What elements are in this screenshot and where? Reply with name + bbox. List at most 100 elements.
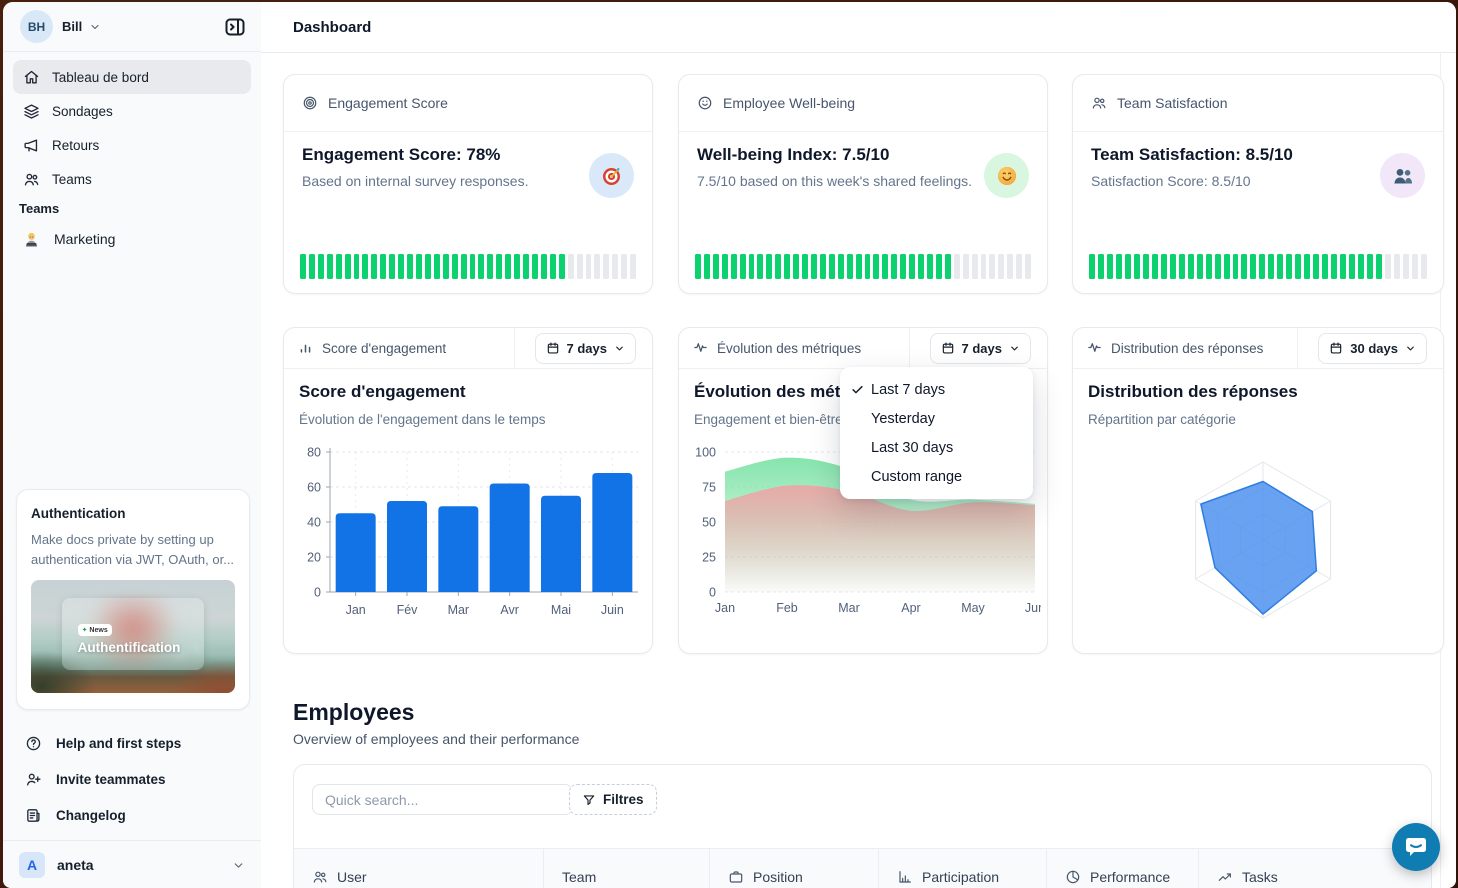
filters-button[interactable]: Filtres <box>569 784 657 815</box>
sidebar-item-label: Help and first steps <box>56 735 182 751</box>
progress-segment <box>558 254 565 279</box>
column-header-user[interactable]: User <box>294 849 544 888</box>
sidebar-item-teams[interactable]: Teams <box>13 162 251 196</box>
user-avatar[interactable]: BH <box>20 10 53 43</box>
chart-title: Score d'engagement <box>299 382 466 401</box>
progress-bar <box>1089 254 1427 279</box>
svg-text:Juin: Juin <box>601 603 624 617</box>
progress-segment <box>775 254 782 279</box>
progress-segment <box>828 254 835 279</box>
workspace-name: aneta <box>57 857 94 873</box>
menu-item-yesterday[interactable]: Yesterday <box>871 410 935 427</box>
progress-segment <box>487 254 494 279</box>
column-header-tasks[interactable]: Tasks <box>1199 849 1431 888</box>
progress-segment <box>469 254 476 279</box>
progress-segment <box>1106 254 1113 279</box>
stat-card-satisfaction: Team Satisfaction Team Satisfaction: 8.5… <box>1072 74 1444 294</box>
sidebar-item-sondages[interactable]: Sondages <box>13 94 251 128</box>
chevron-down-icon <box>614 343 625 354</box>
employees-table-card: Filtres User Team Position Participation <box>293 764 1432 888</box>
header-divider <box>908 328 910 368</box>
progress-segment <box>407 254 413 279</box>
progress-segment <box>621 254 628 279</box>
svg-text:Jan: Jan <box>346 603 366 617</box>
progress-segment <box>971 254 978 279</box>
stat-value: Engagement Score: 78% <box>302 145 501 164</box>
progress-segment <box>308 254 315 279</box>
progress-segment <box>819 254 826 279</box>
sidebar-item-changelog[interactable]: Changelog <box>13 798 251 832</box>
sidebar-item-help[interactable]: Help and first steps <box>13 726 251 760</box>
progress-segment <box>1313 254 1320 279</box>
menu-item-last-30-days[interactable]: Last 30 days <box>871 439 954 456</box>
svg-text:Avr: Avr <box>500 603 519 617</box>
progress-segment <box>442 254 449 279</box>
progress-segment <box>1124 254 1131 279</box>
progress-segment <box>1250 254 1257 279</box>
chart-card-header-label: Distribution des réponses <box>1111 340 1264 356</box>
progress-segment <box>1376 254 1382 279</box>
progress-segment <box>748 254 755 279</box>
range-selector-button[interactable]: 7 days <box>929 332 1031 364</box>
activity-icon <box>693 340 709 356</box>
progress-segment <box>612 254 619 279</box>
promo-card-authentication[interactable]: Authentication Make docs private by sett… <box>16 489 250 710</box>
progress-segment <box>802 254 808 279</box>
sidebar-item-invite[interactable]: Invite teammates <box>13 762 251 796</box>
sidebar-item-retours[interactable]: Retours <box>13 128 251 162</box>
progress-segment <box>730 254 737 279</box>
progress-segment <box>1384 254 1391 279</box>
progress-segment <box>998 254 1005 279</box>
sidebar-item-tableau-de-bord[interactable]: Tableau de bord <box>13 60 251 94</box>
progress-segment <box>703 254 710 279</box>
stat-card-engagement: Engagement Score Engagement Score: 78% B… <box>283 74 653 294</box>
user-name[interactable]: Bill <box>62 19 83 34</box>
progress-segment <box>1178 254 1185 279</box>
svg-text:0: 0 <box>314 586 321 600</box>
changelog-icon <box>25 807 42 824</box>
menu-item-custom-range[interactable]: Custom range <box>871 468 963 485</box>
column-header-position[interactable]: Position <box>710 849 879 888</box>
stat-card-header-label: Team Satisfaction <box>1117 95 1228 111</box>
sidebar-item-marketing[interactable]: Marketing <box>13 223 251 255</box>
progress-segment <box>1349 254 1356 279</box>
progress-segment <box>784 254 791 279</box>
progress-segment <box>1232 254 1239 279</box>
megaphone-icon <box>23 137 40 154</box>
column-header-participation[interactable]: Participation <box>879 849 1047 888</box>
date-range-dropdown-menu: Last 7 days Yesterday Last 30 days Custo… <box>840 367 1033 499</box>
progress-segment <box>1259 254 1266 279</box>
collapse-sidebar-icon[interactable] <box>223 15 247 39</box>
chart-card-header-label: Évolution des métriques <box>717 340 862 356</box>
progress-segment <box>926 254 933 279</box>
progress-segment <box>451 254 458 279</box>
sidebar-item-label: Invite teammates <box>56 771 166 787</box>
menu-item-last-7-days[interactable]: Last 7 days <box>840 375 1033 404</box>
chat-launcher-button[interactable] <box>1392 823 1440 871</box>
column-header-performance[interactable]: Performance <box>1047 849 1199 888</box>
chart-subtitle: Évolution de l'engagement dans le temps <box>299 412 546 427</box>
progress-segment <box>846 254 853 279</box>
progress-segment <box>1142 254 1149 279</box>
chevron-down-icon[interactable] <box>89 21 101 33</box>
progress-segment <box>549 254 556 279</box>
smiling-face-emoji <box>984 153 1029 198</box>
progress-segment <box>1007 254 1014 279</box>
busts-emoji <box>1380 153 1425 198</box>
stat-value: Team Satisfaction: 8.5/10 <box>1091 145 1293 164</box>
progress-segment <box>531 254 538 279</box>
calendar-icon <box>546 341 560 355</box>
range-selector-button[interactable]: 7 days <box>534 332 636 364</box>
calendar-icon <box>941 341 955 355</box>
progress-segment <box>603 254 610 279</box>
chart-card-header-label: Score d'engagement <box>322 340 447 356</box>
layers-icon <box>23 103 40 120</box>
progress-segment <box>864 254 871 279</box>
sidebar: BH Bill Tableau de bord Sondages Retours <box>3 2 262 888</box>
progress-segment <box>1115 254 1122 279</box>
range-selector-button[interactable]: 30 days <box>1318 332 1427 364</box>
svg-text:Fév: Fév <box>397 603 419 617</box>
workspace-switcher[interactable]: A aneta <box>13 847 251 883</box>
column-header-team[interactable]: Team <box>544 849 710 888</box>
search-input[interactable] <box>312 784 573 815</box>
